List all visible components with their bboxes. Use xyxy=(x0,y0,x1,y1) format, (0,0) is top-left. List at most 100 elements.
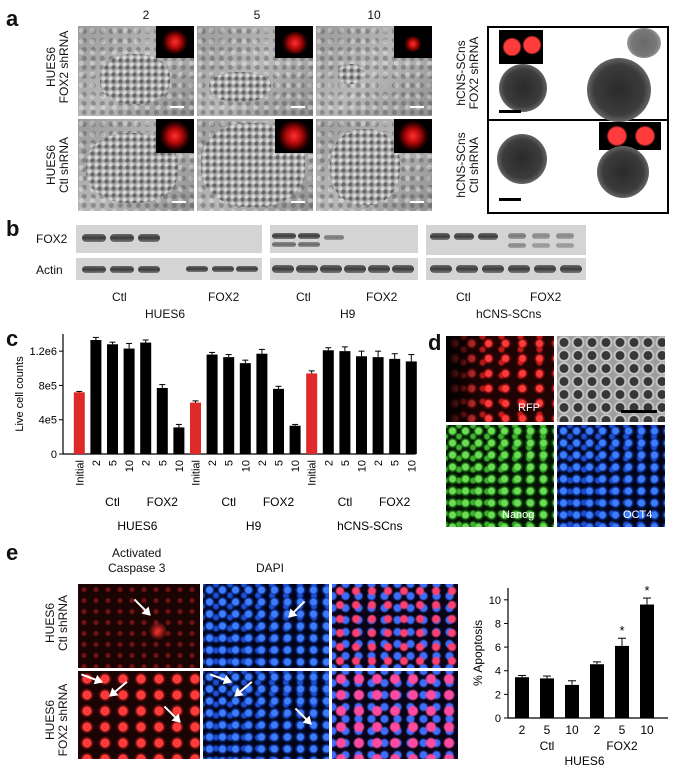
scale-bar xyxy=(499,110,521,113)
micrograph-fox2-day2 xyxy=(78,26,194,116)
row-label-hcns-fox2: hCNS-SCns FOX2 shRNA xyxy=(454,36,481,110)
bar xyxy=(190,402,201,454)
panel-a-label: a xyxy=(6,6,19,31)
bar xyxy=(223,357,235,454)
bar xyxy=(590,664,604,718)
label-nanog: Nanog xyxy=(502,509,535,521)
bar xyxy=(73,392,85,454)
blot-hues6-ctl: Ctl xyxy=(112,290,127,304)
image-merge-fox2 xyxy=(332,671,458,759)
panel-c-label: c xyxy=(6,326,19,351)
rfp-inset xyxy=(156,119,194,153)
bar xyxy=(322,350,334,454)
bar xyxy=(356,356,367,454)
x-tick-label: 2 xyxy=(323,460,335,466)
x-tick-label: 10 xyxy=(174,460,186,472)
x-tick-label: 10 xyxy=(357,460,369,472)
x-tick-label: 2 xyxy=(257,460,269,466)
bar xyxy=(565,684,579,718)
image-merge-ctl xyxy=(332,584,458,668)
significance-star: * xyxy=(619,623,624,638)
day-label-2: 2 xyxy=(142,8,150,22)
neurosphere-panel xyxy=(487,26,669,214)
x-tick-label: 2 xyxy=(373,460,385,466)
y-tick-label: 4 xyxy=(495,666,501,678)
neurosphere xyxy=(497,134,547,184)
bar xyxy=(173,427,185,454)
blot-hues6-fox2: FOX2 xyxy=(208,290,240,304)
y-tick-label: 8e5 xyxy=(39,380,57,392)
bar xyxy=(206,354,218,454)
image-nanog: Nanog xyxy=(446,425,554,527)
group-label: HUES6 xyxy=(117,519,157,533)
subgroup-label: FOX2 xyxy=(379,495,411,509)
x-tick-label: Initial xyxy=(307,460,319,486)
image-dapi-ctl xyxy=(203,584,329,668)
blot-hcns-group: hCNS-SCns xyxy=(476,307,542,321)
y-tick-label: 8 xyxy=(495,618,501,630)
y-tick-label: 4e5 xyxy=(39,415,57,427)
day-label-10: 10 xyxy=(367,8,381,22)
x-tick-label: 5 xyxy=(224,460,236,466)
subgroup-label: FOX2 xyxy=(147,495,179,509)
group-label: hCNS-SCns xyxy=(337,519,402,533)
blot-fox2-hues6 xyxy=(76,225,262,253)
x-tick-label: 10 xyxy=(290,460,302,472)
x-tick-label: 2 xyxy=(207,460,219,466)
y-tick-label: 0 xyxy=(495,713,501,725)
y-tick-label: 10 xyxy=(489,595,501,607)
x-tick-label: 5 xyxy=(619,723,626,737)
bar xyxy=(615,645,629,718)
blot-actin-hcns xyxy=(426,258,586,280)
scale-bar xyxy=(291,106,305,108)
blot-fox2-hcns xyxy=(426,225,586,255)
rfp-inset xyxy=(499,30,543,64)
micrograph-fox2-day5 xyxy=(197,26,313,116)
subgroup-label: FOX2 xyxy=(606,739,638,753)
subgroup-label: FOX2 xyxy=(263,495,295,509)
x-tick-label: Initial xyxy=(191,460,203,486)
col-label-dapi: DAPI xyxy=(256,561,285,575)
micrograph-ctl-day10 xyxy=(316,119,432,211)
bar xyxy=(405,361,417,454)
image-caspase-ctl xyxy=(78,584,200,668)
neurosphere xyxy=(499,64,547,112)
image-caspase-fox2 xyxy=(78,671,200,759)
subgroup-label: Ctl xyxy=(540,739,555,753)
blot-hcns-fox2: FOX2 xyxy=(530,290,562,304)
y-tick-label: 1.2e6 xyxy=(29,346,57,358)
x-tick-label: 2 xyxy=(91,460,103,466)
panel-d-label: d xyxy=(428,330,442,355)
day-label-5: 5 xyxy=(253,8,261,22)
label-rfp: RFP xyxy=(518,402,540,414)
arrow-icon xyxy=(209,673,232,683)
rfp-inset xyxy=(394,119,432,153)
group-label: H9 xyxy=(246,519,262,533)
arrow-icon xyxy=(294,707,312,725)
bar xyxy=(123,348,135,454)
image-brightfield xyxy=(557,336,665,422)
neurosphere xyxy=(587,58,651,122)
colony xyxy=(209,72,271,102)
group-label: HUES6 xyxy=(564,754,604,768)
subgroup-label: Ctl xyxy=(221,495,236,509)
x-tick-label: 5 xyxy=(108,460,120,466)
x-tick-label: 2 xyxy=(141,460,153,466)
x-tick-label: Initial xyxy=(74,460,86,486)
y-tick-label: 6 xyxy=(495,642,501,654)
subgroup-label: Ctl xyxy=(105,495,120,509)
scale-bar xyxy=(172,201,186,203)
y-axis-title: % Apoptosis xyxy=(471,620,485,686)
arrow-icon xyxy=(133,598,151,616)
bar xyxy=(306,373,318,454)
row-label-hcns-ctl: hCNS-SCns Ctl shRNA xyxy=(454,132,481,198)
x-tick-label: 10 xyxy=(240,460,252,472)
neurosphere xyxy=(597,146,649,198)
significance-star: * xyxy=(644,583,649,598)
bar xyxy=(640,604,654,718)
label-oct4: OCT4 xyxy=(623,509,653,521)
micrograph-ctl-day5 xyxy=(197,119,313,211)
x-tick-label: 10 xyxy=(640,723,654,737)
scale-bar xyxy=(170,106,184,108)
